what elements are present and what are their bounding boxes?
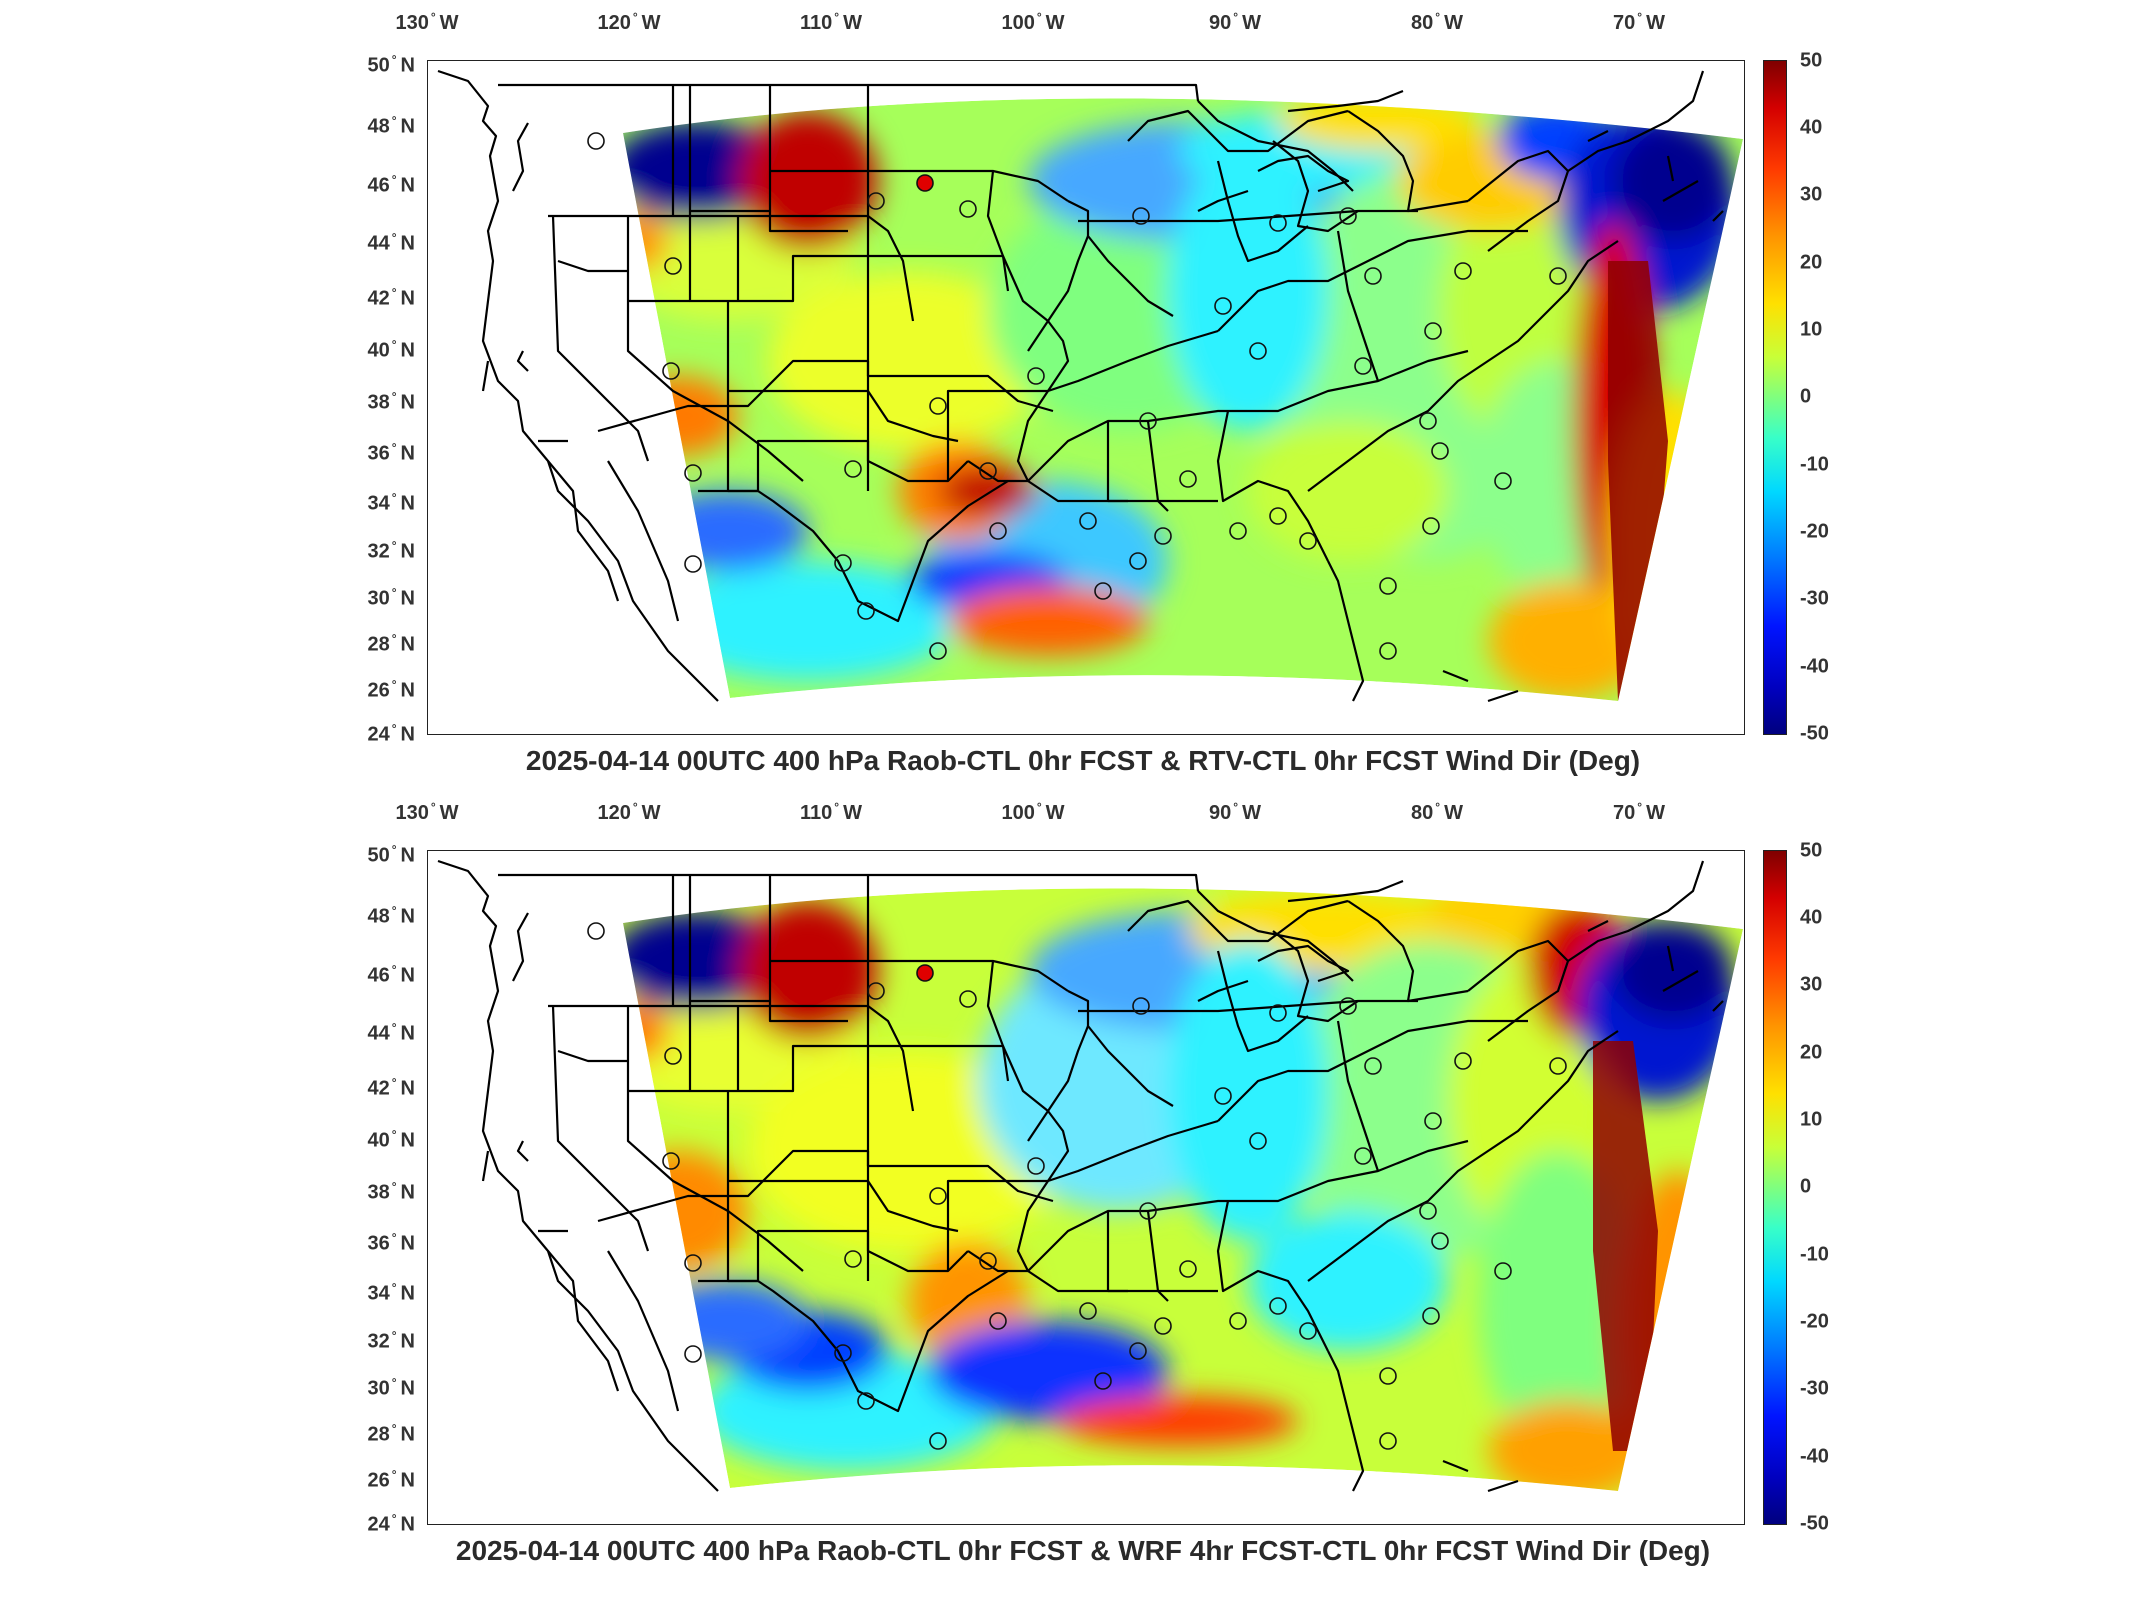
lat-label-40: 40 ° N [367, 337, 415, 362]
map-boundaries-top [437, 69, 1724, 703]
lat-label-30: 30 ° N [367, 585, 415, 610]
colorbar-tick-neg40: -40 [1800, 655, 1829, 678]
lon-label-120: 120 ° W [597, 10, 661, 34]
colorbar-tick-neg30: -30 [1800, 587, 1829, 610]
lat-label-50: 50 ° N [367, 52, 415, 77]
colorbar-tick-40: 40 [1800, 116, 1823, 139]
lat-label-42: 42 ° N [367, 1075, 415, 1100]
lon-label-100: 100 ° W [1001, 800, 1065, 824]
map-frame-bottom [427, 850, 1745, 1525]
lon-label-80: 80 ° W [1411, 10, 1463, 34]
colorbar-tick-0: 0 [1800, 1175, 1812, 1198]
colorbar-tick-10: 10 [1800, 1108, 1823, 1131]
lat-label-24: 24 ° N [367, 721, 415, 746]
lat-label-34: 34 ° N [367, 490, 415, 515]
lat-label-50: 50 ° N [367, 842, 415, 867]
colorbar-top [1763, 60, 1787, 735]
lat-label-36: 36 ° N [367, 440, 415, 465]
lon-label-70: 70 ° W [1613, 10, 1665, 34]
lat-label-32: 32 ° N [367, 1328, 415, 1353]
lat-label-48: 48 ° N [367, 903, 415, 928]
colorbar-tick-0: 0 [1800, 385, 1812, 408]
lat-label-32: 32 ° N [367, 538, 415, 563]
lon-label-90: 90 ° W [1209, 800, 1261, 824]
raob-station-markers-top [587, 132, 1567, 660]
map-frame-top [427, 60, 1745, 735]
lat-label-48: 48 ° N [367, 113, 415, 138]
lat-label-28: 28 ° N [367, 631, 415, 656]
colorbar-tick-30: 30 [1800, 183, 1823, 206]
colorbar-tick-neg50: -50 [1800, 1512, 1829, 1535]
colorbar-tick-50: 50 [1800, 839, 1823, 862]
colorbar-tick-neg10: -10 [1800, 453, 1829, 476]
lon-label-130: 130 ° W [395, 10, 459, 34]
colorbar-bottom [1763, 850, 1787, 1525]
map-canvas-bottom [437, 859, 1743, 1493]
lat-label-42: 42 ° N [367, 285, 415, 310]
lat-label-24: 24 ° N [367, 1511, 415, 1536]
lon-label-130: 130 ° W [395, 800, 459, 824]
lon-label-80: 80 ° W [1411, 800, 1463, 824]
lat-label-46: 46 ° N [367, 962, 415, 987]
panel-bottom: 130 ° W 120 ° W 110 ° W 100 ° W 90 ° W 80 ° W 70 ° W 5… [0, 790, 2133, 1580]
colorbar-tick-50: 50 [1800, 49, 1823, 72]
lon-label-110: 110 ° W [800, 10, 862, 34]
lon-label-110: 110 ° W [800, 800, 862, 824]
colorbar-tick-neg20: -20 [1800, 520, 1829, 543]
lat-label-38: 38 ° N [367, 1179, 415, 1204]
lat-label-26: 26 ° N [367, 1467, 415, 1492]
colorbar-tick-20: 20 [1800, 251, 1823, 274]
colorbar-tick-neg10: -10 [1800, 1243, 1829, 1266]
lat-label-34: 34 ° N [367, 1280, 415, 1305]
lat-label-30: 30 ° N [367, 1375, 415, 1400]
raob-station-markers-bottom [587, 922, 1567, 1450]
colorbar-tick-30: 30 [1800, 973, 1823, 996]
map-boundaries-bottom [437, 859, 1724, 1493]
colorbar-tick-neg20: -20 [1800, 1310, 1829, 1333]
panel-title-top: 2025-04-14 00UTC 400 hPa Raob-CTL 0hr FC… [525, 745, 1641, 776]
lon-label-70: 70 ° W [1613, 800, 1665, 824]
lat-label-36: 36 ° N [367, 1230, 415, 1255]
lat-label-40: 40 ° N [367, 1127, 415, 1152]
lat-label-44: 44 ° N [367, 1020, 415, 1045]
colorbar-tick-10: 10 [1800, 318, 1823, 341]
colorbar-tick-20: 20 [1800, 1041, 1823, 1064]
colorbar-tick-neg50: -50 [1800, 722, 1829, 745]
lat-label-38: 38 ° N [367, 389, 415, 414]
map-canvas-top [437, 69, 1743, 703]
lat-label-44: 44 ° N [367, 230, 415, 255]
colorbar-tick-neg30: -30 [1800, 1377, 1829, 1400]
lat-label-26: 26 ° N [367, 677, 415, 702]
colorbar-tick-neg40: -40 [1800, 1445, 1829, 1468]
colorbar-tick-40: 40 [1800, 906, 1823, 929]
panel-top: 130 ° W 120 ° W 110 ° W 100 ° W 90 ° W 80 ° W 70 ° W 5… [0, 0, 2133, 790]
wind-dir-field-bottom [623, 888, 1743, 1491]
lon-label-120: 120 ° W [597, 800, 661, 824]
lat-label-46: 46 ° N [367, 172, 415, 197]
lon-label-100: 100 ° W [1001, 10, 1065, 34]
panel-title-bottom: 2025-04-14 00UTC 400 hPa Raob-CTL 0hr FC… [455, 1535, 1711, 1566]
lat-label-28: 28 ° N [367, 1421, 415, 1446]
lon-label-90: 90 ° W [1209, 10, 1261, 34]
